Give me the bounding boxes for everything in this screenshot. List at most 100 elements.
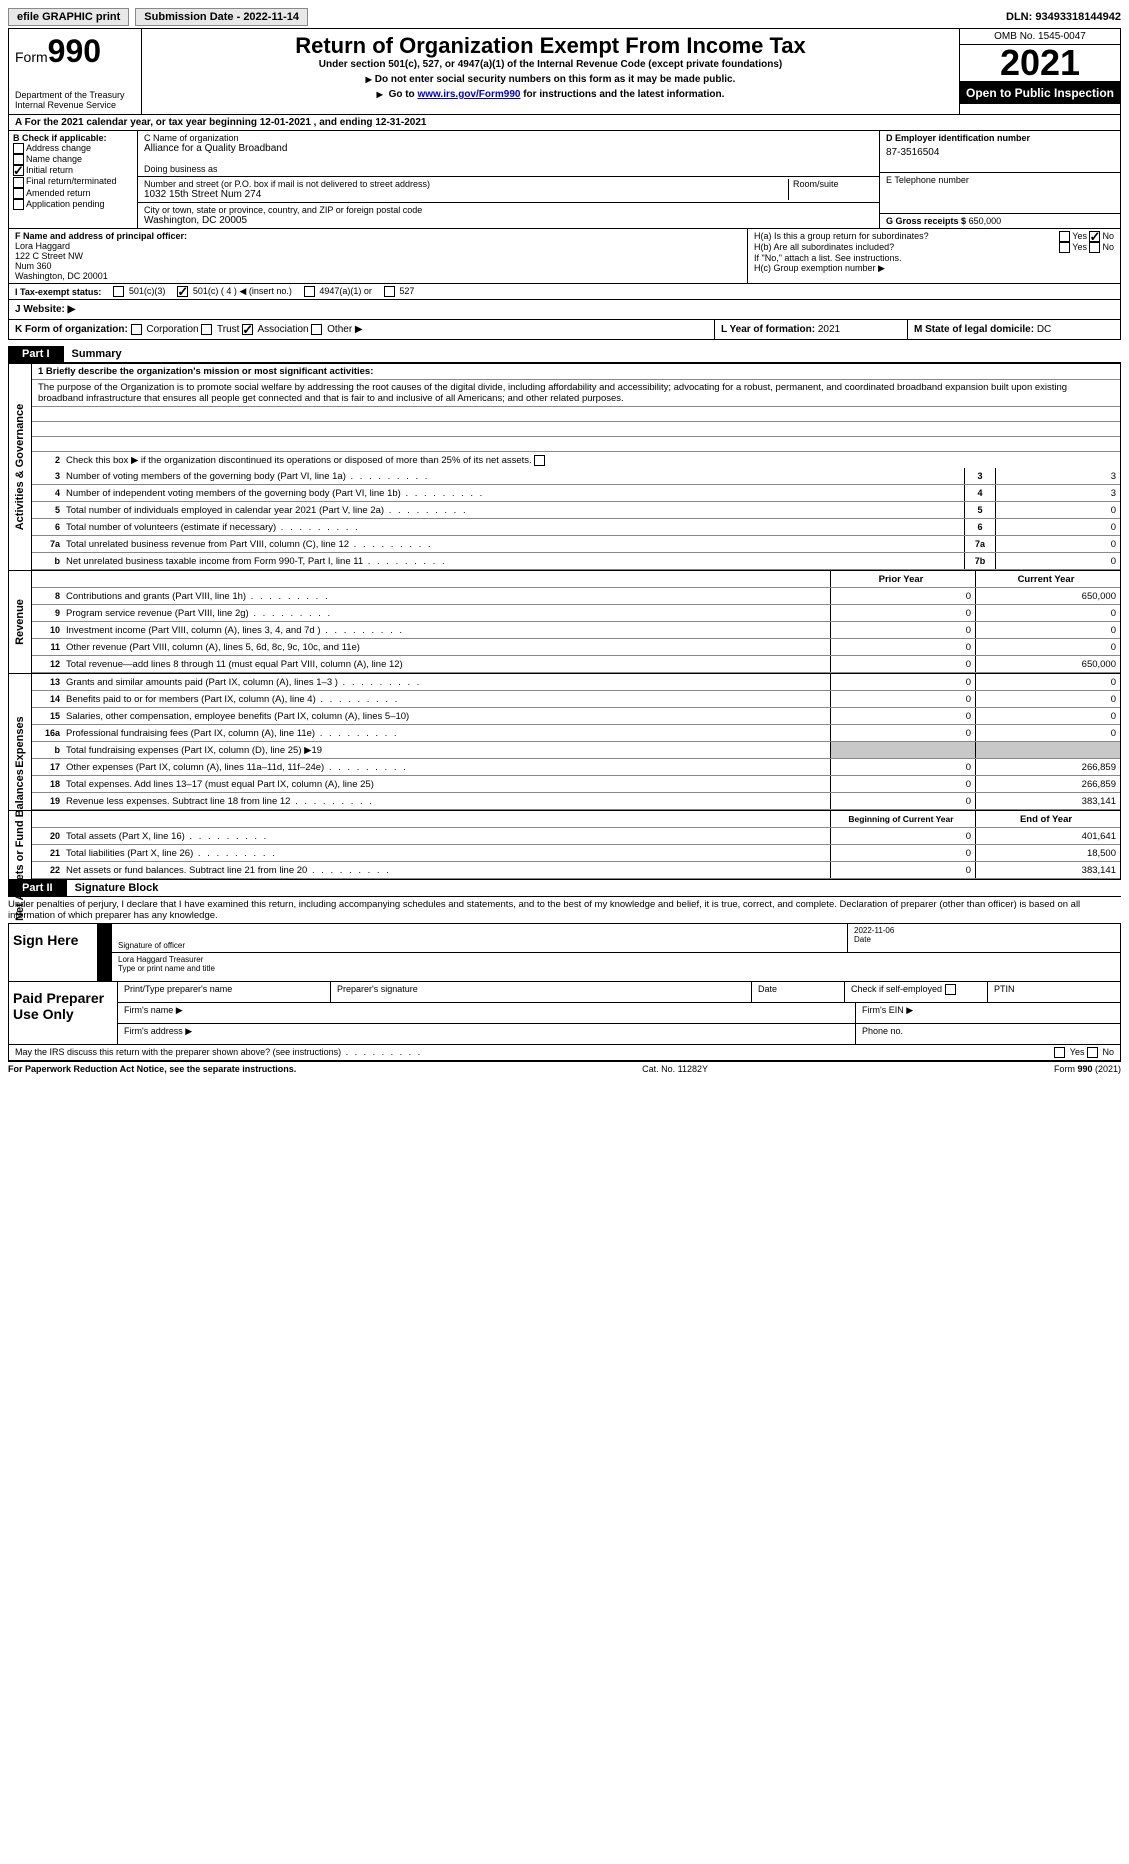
irs-link[interactable]: www.irs.gov/Form990 [417,89,520,100]
side-na: Net Assets or Fund Balances [14,769,26,921]
chk-line2[interactable] [534,455,545,466]
c16b [975,742,1120,758]
k-assoc[interactable] [242,324,253,335]
form-title: Return of Organization Exempt From Incom… [148,33,953,59]
c-name-val: Alliance for a Quality Broadband [144,143,873,154]
line17: Other expenses (Part IX, column (A), lin… [66,761,830,774]
boy-hdr: Beginning of Current Year [830,811,975,827]
d-ein-val: 87-3516504 [886,147,1114,158]
chk-app[interactable] [13,199,24,210]
pra-notice: For Paperwork Reduction Act Notice, see … [8,1064,296,1074]
firm-phone: Phone no. [856,1024,1120,1044]
i-4947[interactable] [304,286,315,297]
p12: 0 [830,656,975,672]
chk-final[interactable] [13,177,24,188]
activities-governance: Activities & Governance 1 Briefly descri… [8,363,1121,571]
l-label: L Year of formation: [721,324,815,335]
p20: 0 [830,828,975,844]
line7a: Total unrelated business revenue from Pa… [66,538,964,551]
line19: Revenue less expenses. Subtract line 18 … [66,795,830,808]
chk-self-emp[interactable] [945,984,956,995]
irs-label: Internal Revenue Service [15,100,135,110]
c22: 383,141 [975,862,1120,878]
c21: 18,500 [975,845,1120,861]
sig-officer: Signature of officer [112,924,848,952]
c11: 0 [975,639,1120,655]
hc-label: H(c) Group exemption number ▶ [754,263,1114,274]
tax-year: 2021 [960,45,1120,82]
i-label: I Tax-exempt status: [15,287,101,297]
val7a: 0 [995,536,1120,552]
hb-note: If "No," attach a list. See instructions… [754,253,1114,263]
k-other[interactable] [311,324,322,335]
line21: Total liabilities (Part X, line 26) [66,847,830,860]
c-street-label: Number and street (or P.O. box if mail i… [144,179,788,189]
val3: 3 [995,468,1120,484]
top-bar: efile GRAPHIC print Submission Date - 20… [8,8,1121,26]
sig-name-val: Lora Haggard Treasurer [118,955,1114,964]
chk-initial[interactable] [13,165,24,176]
row-i-tax-status: I Tax-exempt status: 501(c)(3) 501(c) ( … [8,284,1121,300]
blank1 [32,407,1120,422]
pp-check: Check if self-employed [845,982,988,1002]
efile-button[interactable]: efile GRAPHIC print [8,8,129,26]
part1-title: Summary [64,346,1121,363]
part2-title: Signature Block [67,880,1121,897]
expenses-section: Expenses 13Grants and similar amounts pa… [8,674,1121,811]
k-trust[interactable] [201,324,212,335]
k-corp[interactable] [131,324,142,335]
i-501c[interactable] [177,286,188,297]
line6: Total number of volunteers (estimate if … [66,521,964,534]
line15: Salaries, other compensation, employee b… [66,710,830,723]
c15: 0 [975,708,1120,724]
form-subtitle: Under section 501(c), 527, or 4947(a)(1)… [148,59,953,70]
c10: 0 [975,622,1120,638]
g-receipts-label: G Gross receipts $ [886,216,966,226]
side-rev: Revenue [14,599,26,645]
submission-date-button[interactable]: Submission Date - 2022-11-14 [135,8,308,26]
section-bcd: B Check if applicable: Address change Na… [8,131,1121,229]
blank2 [32,422,1120,437]
sign-here-row: Sign Here Signature of officer 2022-11-0… [8,923,1121,982]
ha-no[interactable] [1089,231,1100,242]
c19: 383,141 [975,793,1120,809]
form-footer: Form 990 (2021) [1054,1064,1121,1074]
i-527[interactable] [384,286,395,297]
chk-address[interactable] [13,143,24,154]
chk-amended[interactable] [13,188,24,199]
hb-yes[interactable] [1059,242,1070,253]
line10: Investment income (Part VIII, column (A)… [66,624,830,637]
eoy-hdr: End of Year [975,811,1120,827]
p15: 0 [830,708,975,724]
line8: Contributions and grants (Part VIII, lin… [66,590,830,603]
p22: 0 [830,862,975,878]
form-header: Form990 Department of the Treasury Inter… [8,28,1121,115]
note-ssn: Do not enter social security numbers on … [148,74,953,85]
p10: 0 [830,622,975,638]
discuss-no[interactable] [1087,1047,1098,1058]
e-phone-label: E Telephone number [886,175,1114,185]
c20: 401,641 [975,828,1120,844]
p14: 0 [830,691,975,707]
side-ag: Activities & Governance [14,404,26,531]
cat-no: Cat. No. 11282Y [642,1064,708,1074]
l-val: 2021 [818,324,840,335]
p19: 0 [830,793,975,809]
hb-no[interactable] [1089,242,1100,253]
g-receipts-val: 650,000 [969,216,1002,226]
line11: Other revenue (Part VIII, column (A), li… [66,641,830,654]
discuss-yes[interactable] [1054,1047,1065,1058]
sig-date-val: 2022-11-06 [854,926,1114,935]
line16b: Total fundraising expenses (Part IX, col… [66,744,830,757]
line13: Grants and similar amounts paid (Part IX… [66,676,830,689]
sig-date-label: Date [854,935,1114,944]
pp-date: Date [752,982,845,1002]
ha-yes[interactable] [1059,231,1070,242]
p11: 0 [830,639,975,655]
b-header: B Check if applicable: [13,133,133,143]
f-label: F Name and address of principal officer: [15,231,741,241]
prior-hdr: Prior Year [830,571,975,587]
i-501c3[interactable] [113,286,124,297]
f-name: Lora Haggard [15,241,741,251]
netassets-section: Net Assets or Fund Balances Beginning of… [8,811,1121,880]
